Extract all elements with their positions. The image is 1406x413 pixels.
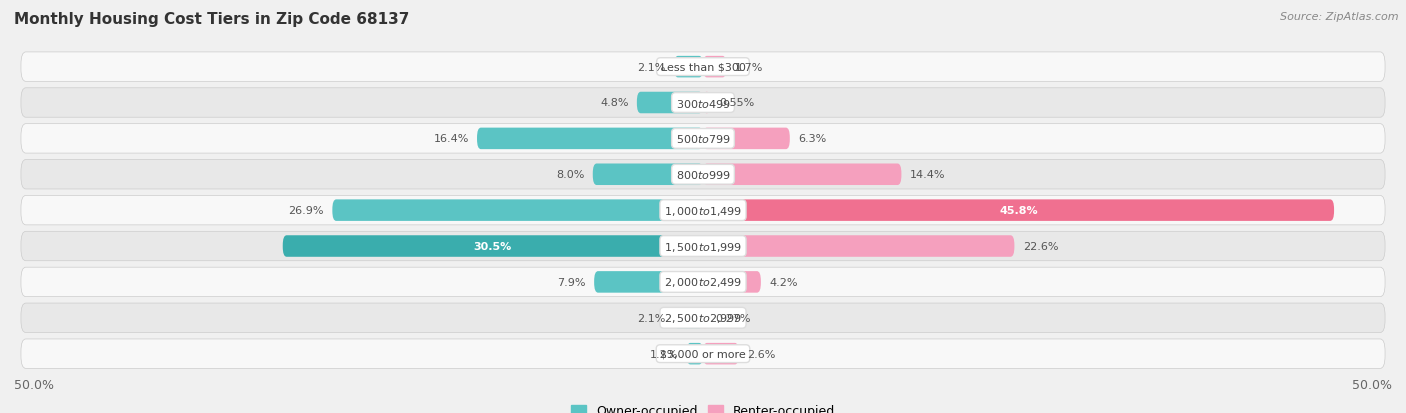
FancyBboxPatch shape [21,303,1385,333]
Legend: Owner-occupied, Renter-occupied: Owner-occupied, Renter-occupied [571,404,835,413]
FancyBboxPatch shape [21,268,1385,297]
Text: 1.7%: 1.7% [735,62,763,72]
Text: 45.8%: 45.8% [1000,206,1038,216]
Text: 8.0%: 8.0% [557,170,585,180]
Text: Less than $300: Less than $300 [661,62,745,72]
FancyBboxPatch shape [673,57,703,78]
Text: $3,000 or more: $3,000 or more [661,349,745,359]
FancyBboxPatch shape [21,339,1385,368]
FancyBboxPatch shape [21,232,1385,261]
Text: 4.8%: 4.8% [600,98,628,108]
FancyBboxPatch shape [595,271,703,293]
FancyBboxPatch shape [703,271,761,293]
FancyBboxPatch shape [673,307,703,329]
Text: 22.6%: 22.6% [1022,242,1059,252]
Text: 26.9%: 26.9% [288,206,323,216]
Text: Monthly Housing Cost Tiers in Zip Code 68137: Monthly Housing Cost Tiers in Zip Code 6… [14,12,409,27]
Text: 0.27%: 0.27% [716,313,751,323]
Text: $1,000 to $1,499: $1,000 to $1,499 [664,204,742,217]
Text: 2.6%: 2.6% [747,349,776,359]
FancyBboxPatch shape [703,200,1334,221]
FancyBboxPatch shape [21,124,1385,154]
FancyBboxPatch shape [703,343,738,365]
FancyBboxPatch shape [21,53,1385,82]
Text: 4.2%: 4.2% [769,277,797,287]
Text: $800 to $999: $800 to $999 [675,169,731,181]
FancyBboxPatch shape [332,200,703,221]
Text: 30.5%: 30.5% [474,242,512,252]
Text: 6.3%: 6.3% [799,134,827,144]
FancyBboxPatch shape [477,128,703,150]
Text: $1,500 to $1,999: $1,500 to $1,999 [664,240,742,253]
FancyBboxPatch shape [686,343,703,365]
FancyBboxPatch shape [703,128,790,150]
Text: 2.1%: 2.1% [637,313,666,323]
FancyBboxPatch shape [637,93,703,114]
Text: 2.1%: 2.1% [637,62,666,72]
FancyBboxPatch shape [21,88,1385,118]
FancyBboxPatch shape [593,164,703,185]
FancyBboxPatch shape [703,57,727,78]
Text: 16.4%: 16.4% [433,134,468,144]
Text: Source: ZipAtlas.com: Source: ZipAtlas.com [1281,12,1399,22]
FancyBboxPatch shape [703,93,710,114]
Text: $300 to $499: $300 to $499 [675,97,731,109]
Text: 1.2%: 1.2% [650,349,678,359]
FancyBboxPatch shape [703,236,1014,257]
Text: $2,000 to $2,499: $2,000 to $2,499 [664,276,742,289]
Text: $500 to $799: $500 to $799 [675,133,731,145]
Text: 50.0%: 50.0% [1353,377,1392,391]
Text: 7.9%: 7.9% [557,277,586,287]
FancyBboxPatch shape [283,236,703,257]
Text: 50.0%: 50.0% [14,377,53,391]
Text: 14.4%: 14.4% [910,170,945,180]
FancyBboxPatch shape [21,160,1385,190]
Text: 0.55%: 0.55% [718,98,754,108]
FancyBboxPatch shape [703,307,707,329]
FancyBboxPatch shape [21,196,1385,225]
Text: $2,500 to $2,999: $2,500 to $2,999 [664,311,742,325]
FancyBboxPatch shape [703,164,901,185]
